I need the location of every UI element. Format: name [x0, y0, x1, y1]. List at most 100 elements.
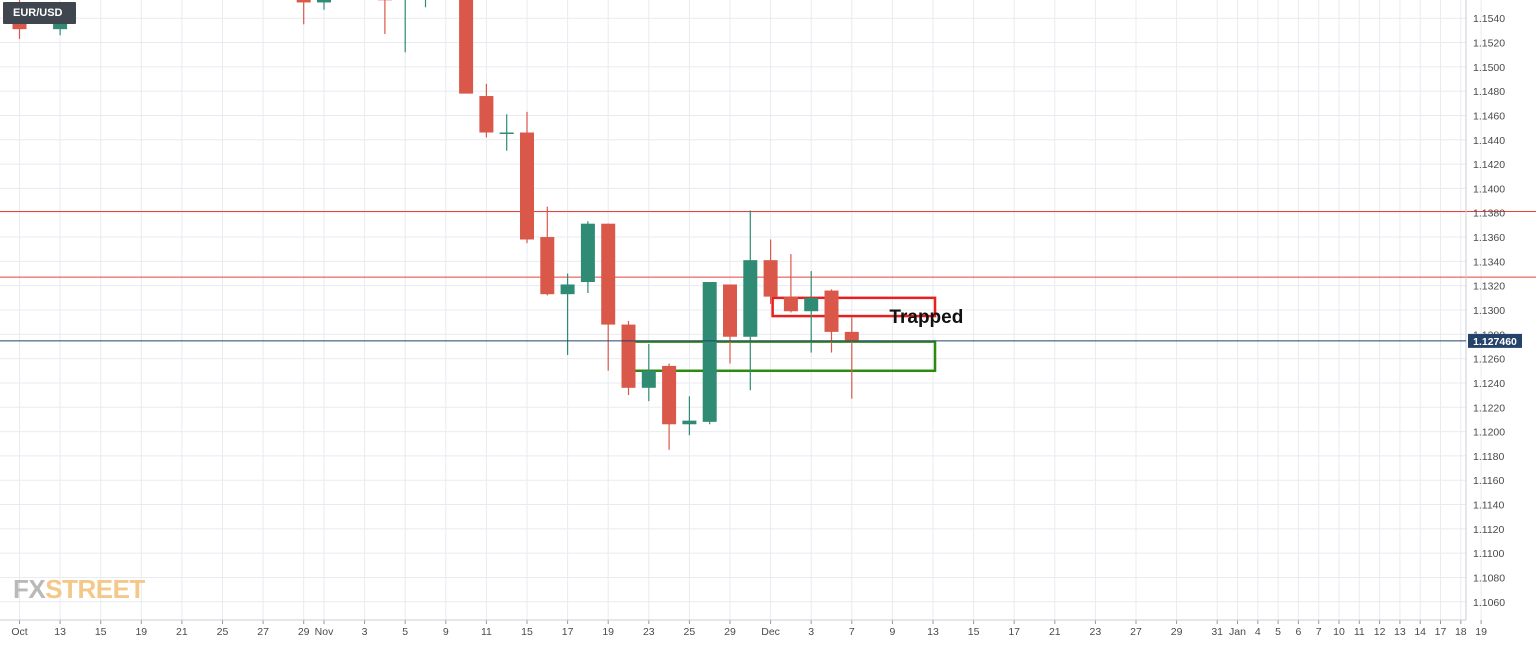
grid — [0, 0, 1481, 620]
bearish-candle — [520, 112, 534, 243]
candle-body — [520, 133, 534, 240]
x-tick-label: 17 — [1435, 626, 1447, 638]
x-tick-label: Oct — [11, 626, 27, 638]
bullish-candle — [581, 221, 595, 293]
candle-body — [825, 291, 839, 332]
candle-body — [764, 260, 778, 296]
bullish-candle — [317, 0, 331, 10]
y-tick-label: 1.1100 — [1473, 548, 1504, 560]
x-tick-label: 17 — [562, 626, 574, 638]
candle-body — [561, 284, 575, 294]
y-tick-label: 1.1480 — [1473, 86, 1505, 98]
logo-street: STREET — [45, 574, 145, 604]
y-tick-label: 1.1360 — [1473, 232, 1505, 244]
x-tick-label: 3 — [362, 626, 368, 638]
y-tick-label: 1.1540 — [1473, 13, 1505, 25]
candle-body — [601, 224, 615, 325]
x-tick-label: Nov — [315, 626, 334, 638]
bearish-candle — [622, 321, 636, 395]
y-tick-label: 1.1180 — [1473, 451, 1504, 463]
x-tick-label: 17 — [1008, 626, 1020, 638]
bearish-candle — [723, 284, 737, 363]
candle-body — [642, 371, 656, 388]
bearish-candle — [784, 254, 798, 312]
candle-body — [500, 133, 514, 135]
x-tick-label: 29 — [298, 626, 310, 638]
bearish-candle — [378, 0, 392, 34]
candle-body — [845, 332, 859, 341]
x-tick-label: 27 — [257, 626, 269, 638]
y-tick-label: 1.1440 — [1473, 135, 1505, 147]
y-tick-label: 1.1400 — [1473, 183, 1505, 195]
current-price-label: 1.127460 — [1473, 336, 1517, 348]
x-tick-label: 19 — [1475, 626, 1487, 638]
bullish-candle — [703, 282, 717, 424]
bearish-candle — [540, 207, 554, 296]
y-tick-label: 1.1380 — [1473, 208, 1505, 220]
x-tick-label: 10 — [1333, 626, 1345, 638]
bullish-candle — [804, 271, 818, 352]
bullish-candle — [500, 114, 514, 150]
candle-body — [540, 237, 554, 294]
x-tick-label: 6 — [1295, 626, 1301, 638]
x-tick-label: 12 — [1374, 626, 1386, 638]
x-tick-label: 25 — [217, 626, 229, 638]
y-tick-label: 1.1340 — [1473, 256, 1505, 268]
x-tick-label: 31 — [1211, 626, 1223, 638]
x-tick-label: 23 — [1090, 626, 1102, 638]
bullish-candle — [682, 396, 696, 435]
x-tick-label: 23 — [643, 626, 655, 638]
current-price-marker: 1.127460 — [0, 334, 1522, 348]
x-tick-label: 7 — [1316, 626, 1322, 638]
x-tick-label: 11 — [1354, 626, 1365, 638]
x-tick-label: 25 — [684, 626, 696, 638]
candle-body — [723, 284, 737, 336]
y-tick-label: 1.1200 — [1473, 427, 1505, 439]
x-tick-label: 5 — [402, 626, 408, 638]
y-tick-label: 1.1080 — [1473, 572, 1505, 584]
candle-body — [804, 298, 818, 311]
annotation-trapped: Trapped — [889, 307, 963, 328]
bullish-candle — [419, 0, 433, 7]
bearish-candle — [601, 224, 615, 371]
y-tick-label: 1.1160 — [1473, 475, 1504, 487]
x-tick-label: 13 — [927, 626, 939, 638]
x-tick-label: 15 — [95, 626, 107, 638]
x-tick-label: 7 — [849, 626, 855, 638]
y-tick-label: 1.1420 — [1473, 159, 1505, 171]
x-tick-label: 4 — [1255, 626, 1261, 638]
candle-body — [479, 96, 493, 132]
x-tick-label: 29 — [724, 626, 736, 638]
bearish-candle — [459, 0, 473, 94]
bullish-candle — [398, 0, 412, 52]
candle-body — [784, 297, 798, 312]
demand-zone — [631, 342, 936, 371]
candle-body — [297, 0, 311, 2]
x-tick-label: 5 — [1275, 626, 1281, 638]
bearish-candle — [662, 363, 676, 449]
symbol-label[interactable]: EUR/USD — [3, 2, 76, 24]
y-tick-label: 1.1500 — [1473, 62, 1505, 74]
x-tick-label: 15 — [521, 626, 533, 638]
x-tick-label: 18 — [1455, 626, 1467, 638]
y-tick-label: 1.1220 — [1473, 402, 1505, 414]
x-tick-label: 15 — [968, 626, 980, 638]
candle-body — [703, 282, 717, 422]
x-tick-label: 29 — [1171, 626, 1183, 638]
candle-body — [317, 0, 331, 2]
x-tick-label: 21 — [1049, 626, 1061, 638]
candle-body — [743, 260, 757, 337]
fxstreet-logo: FXSTREET — [13, 574, 145, 605]
y-tick-label: 1.1460 — [1473, 110, 1505, 122]
bearish-candle — [764, 239, 778, 303]
x-tick-label: Dec — [761, 626, 780, 638]
bearish-candle — [297, 0, 311, 24]
candle-body — [662, 366, 676, 424]
y-tick-label: 1.1320 — [1473, 281, 1505, 293]
bearish-candle — [845, 317, 859, 398]
y-tick-label: 1.1060 — [1473, 597, 1505, 609]
annotations: Trapped — [889, 307, 963, 328]
